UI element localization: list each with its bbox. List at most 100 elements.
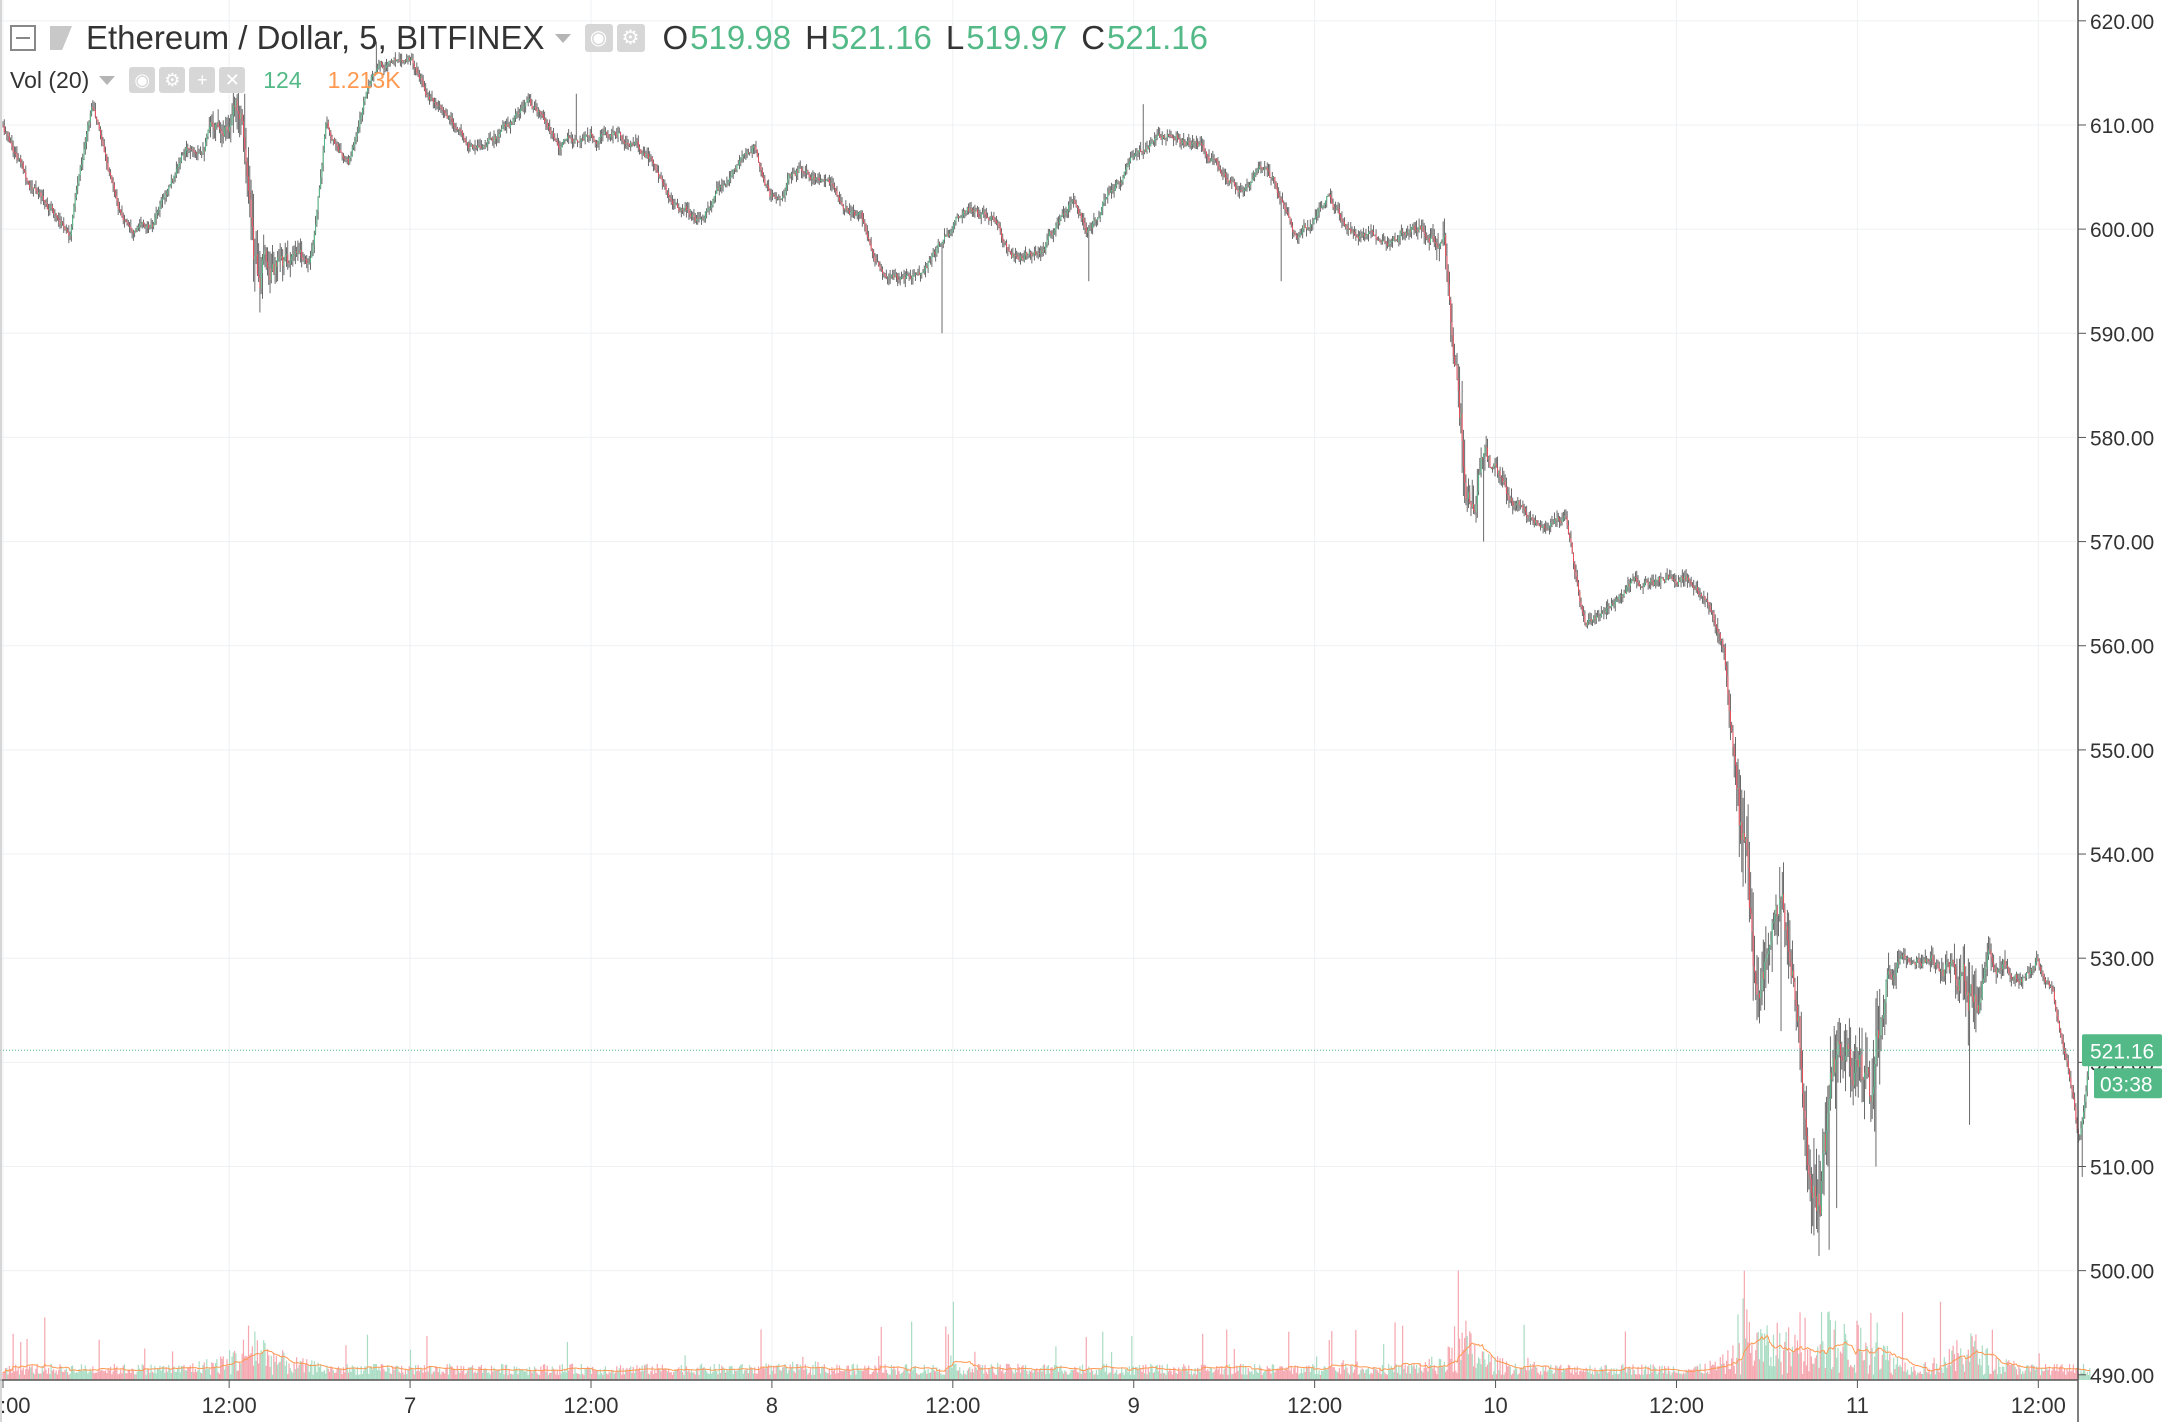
volume-bar bbox=[156, 1368, 159, 1380]
candle-body bbox=[696, 218, 698, 222]
candle-body bbox=[436, 104, 438, 106]
candle-body bbox=[1464, 466, 1466, 483]
candle-body bbox=[903, 276, 905, 280]
candle-body bbox=[1473, 503, 1475, 511]
candle-body bbox=[504, 124, 506, 127]
volume-bar bbox=[431, 1373, 433, 1380]
volume-bar bbox=[1557, 1368, 1559, 1380]
volume-bar bbox=[1829, 1319, 1831, 1380]
candle-body bbox=[1607, 606, 1609, 609]
volume-bar bbox=[793, 1371, 795, 1380]
candle-body bbox=[1212, 158, 1214, 159]
time-axis[interactable]: 21:0012:00712:00812:00912:001012:001112:… bbox=[0, 1380, 2066, 1418]
volume-bar bbox=[1832, 1366, 1834, 1380]
volume-bar bbox=[637, 1369, 639, 1380]
candle-body bbox=[354, 140, 356, 146]
volume-bar bbox=[1975, 1334, 1977, 1380]
volume-bar bbox=[322, 1371, 324, 1380]
volume-bar bbox=[687, 1371, 689, 1380]
volume-bar bbox=[603, 1369, 605, 1380]
volume-bar bbox=[640, 1371, 642, 1380]
candle-body bbox=[964, 210, 966, 214]
candle-body bbox=[1409, 230, 1411, 233]
volume-bar bbox=[988, 1368, 990, 1380]
candle-body bbox=[1028, 252, 1030, 255]
volume-bar bbox=[2, 1372, 4, 1380]
candle-body bbox=[1327, 194, 1329, 197]
candle-body bbox=[673, 204, 675, 206]
volume-bar bbox=[521, 1369, 523, 1380]
volume-bar bbox=[1227, 1375, 1229, 1380]
volume-bar bbox=[388, 1367, 390, 1380]
candle-body bbox=[342, 155, 344, 159]
candle-body bbox=[1408, 230, 1410, 233]
candle-body bbox=[1347, 228, 1349, 230]
volume-bar bbox=[1639, 1374, 1642, 1380]
volume-bar bbox=[464, 1374, 466, 1380]
candle-body bbox=[203, 150, 205, 152]
candle-body bbox=[989, 218, 991, 221]
volume-bar bbox=[1805, 1365, 1807, 1380]
candle-body bbox=[775, 197, 777, 199]
volume-bar bbox=[1365, 1369, 1367, 1380]
candle-body bbox=[1823, 1134, 1825, 1154]
volume-bar bbox=[1913, 1365, 1915, 1380]
candle-body bbox=[493, 136, 495, 142]
volume-bar bbox=[1188, 1365, 1190, 1380]
candle-body bbox=[235, 100, 237, 108]
volume-bar bbox=[435, 1366, 437, 1380]
candle-body bbox=[527, 99, 529, 101]
candle-body bbox=[1508, 494, 1510, 501]
candle-body bbox=[1676, 583, 1678, 585]
candle-body bbox=[928, 259, 930, 263]
candle-body bbox=[697, 218, 699, 220]
candle-body bbox=[731, 171, 733, 177]
volume-bar bbox=[1812, 1363, 1814, 1380]
candle-body bbox=[1669, 576, 1671, 579]
volume-bar bbox=[1834, 1320, 1837, 1380]
volume-bar bbox=[1245, 1366, 1247, 1380]
volume-bar bbox=[1217, 1369, 1219, 1380]
candle-body bbox=[1268, 170, 1270, 172]
candle-body bbox=[292, 253, 294, 257]
candle-body bbox=[121, 212, 123, 217]
candle-body bbox=[250, 199, 252, 218]
candle-body bbox=[311, 252, 313, 258]
candle-body bbox=[407, 57, 409, 61]
volume-bar bbox=[659, 1369, 661, 1380]
candle-body bbox=[1562, 518, 1564, 520]
volume-bar bbox=[1467, 1354, 1470, 1380]
candle-body bbox=[931, 255, 933, 260]
volume-bar bbox=[1699, 1363, 1701, 1380]
candle-body bbox=[868, 237, 870, 240]
candle-body bbox=[1580, 601, 1582, 607]
volume-bar bbox=[1853, 1364, 1856, 1380]
candle-body bbox=[1290, 220, 1292, 226]
volume-bar bbox=[2074, 1372, 2076, 1380]
volume-bar bbox=[670, 1372, 672, 1380]
volume-bar bbox=[511, 1373, 513, 1380]
volume-bar bbox=[1275, 1369, 1277, 1380]
candle-body bbox=[525, 102, 527, 107]
volume-bar bbox=[792, 1361, 794, 1380]
volume-bar bbox=[1204, 1365, 1206, 1380]
candle-body bbox=[1378, 239, 1380, 241]
candle-body bbox=[799, 167, 801, 169]
candle-body bbox=[698, 218, 700, 220]
volume-bar bbox=[1362, 1369, 1365, 1380]
volume-bar bbox=[89, 1368, 91, 1380]
candle-body bbox=[1822, 1153, 1824, 1182]
volume-bar bbox=[68, 1374, 70, 1380]
candle-body bbox=[187, 147, 189, 149]
candle-body bbox=[237, 111, 239, 114]
volume-bar bbox=[1223, 1368, 1225, 1380]
volume-bar bbox=[1839, 1351, 1842, 1380]
volume-bar bbox=[609, 1372, 612, 1380]
volume-bar bbox=[1976, 1349, 1978, 1380]
candle-body bbox=[72, 216, 74, 227]
volume-bar bbox=[761, 1367, 763, 1380]
candle-body bbox=[680, 208, 682, 211]
candle-body bbox=[2015, 974, 2017, 980]
candle-body bbox=[24, 169, 26, 172]
